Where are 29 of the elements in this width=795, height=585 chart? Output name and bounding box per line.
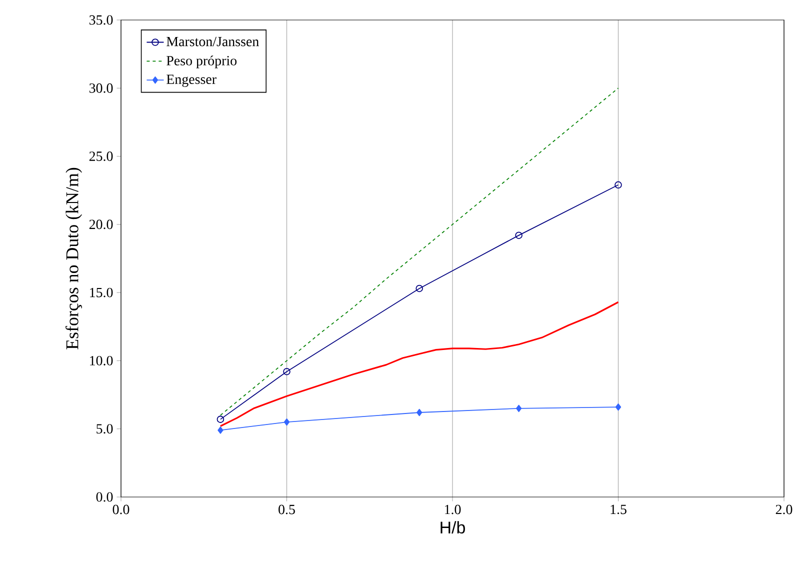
point xyxy=(284,418,290,426)
y-tick-label: 0.0 xyxy=(96,492,113,502)
point xyxy=(615,403,622,411)
point xyxy=(283,368,290,376)
legend-label: Peso próprio xyxy=(166,56,237,68)
point xyxy=(516,404,522,412)
y-tick-label: 10.0 xyxy=(90,356,113,366)
x-tick-label: 0.0 xyxy=(112,504,130,514)
y-tick-label: 15.0 xyxy=(90,288,113,298)
y-tick-label: 35.0 xyxy=(89,15,113,25)
x-tick-label: 2.0 xyxy=(776,504,792,514)
y-tick-label: 30.0 xyxy=(89,83,113,93)
point xyxy=(416,408,422,416)
y-tick-label: 25.0 xyxy=(89,152,113,162)
point xyxy=(515,232,522,239)
y-tick-label: 20.0 xyxy=(89,220,113,230)
y-axis-title: Esforços no Duto (kN/m) xyxy=(66,168,82,350)
point xyxy=(614,181,622,189)
legend-label: Marston/Janssen xyxy=(166,36,259,46)
point xyxy=(216,416,224,423)
line-series xyxy=(220,88,619,416)
x-tick-label: 1.5 xyxy=(610,504,626,514)
point xyxy=(218,426,224,434)
x-axis-title: H/b xyxy=(440,521,465,534)
point xyxy=(416,284,423,292)
legend-label: Engesser xyxy=(166,74,216,87)
y-tick-label: 5.0 xyxy=(96,424,113,434)
x-tick-label: 0.5 xyxy=(278,504,295,514)
x-tick-label: 1.0 xyxy=(445,504,461,514)
